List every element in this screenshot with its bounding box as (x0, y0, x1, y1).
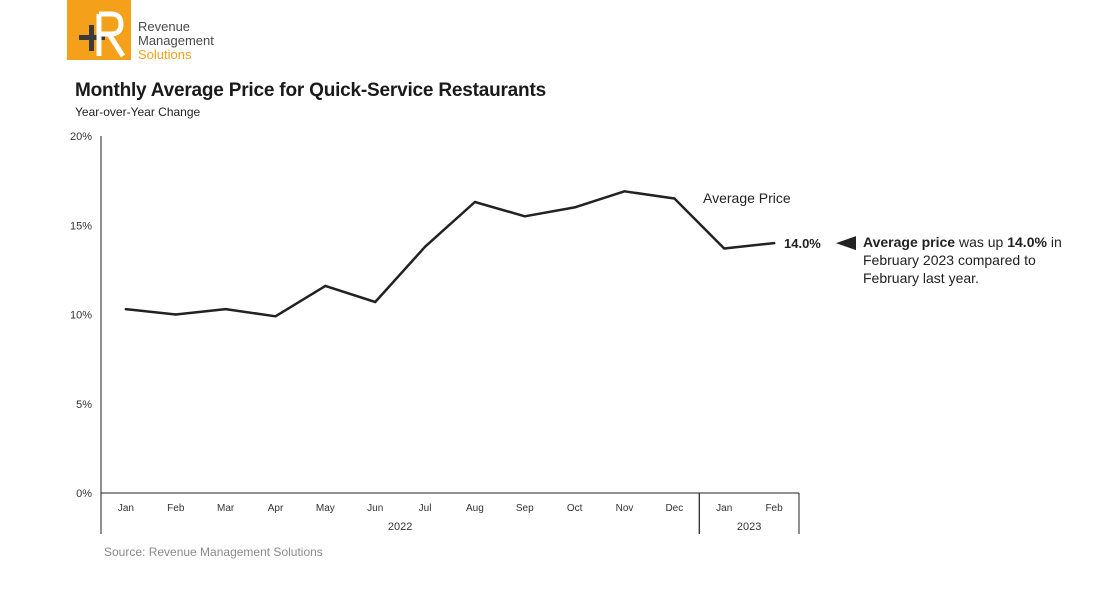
data-point (423, 245, 427, 248)
x-tick-label: Jun (367, 503, 383, 514)
y-tick-label: 10% (70, 310, 92, 322)
brand-line-3: Solutions (138, 47, 192, 62)
x-tick-label: Nov (616, 503, 634, 514)
source-note: Source: Revenue Management Solutions (104, 545, 323, 559)
year-label: 2023 (737, 521, 761, 533)
data-point (772, 241, 776, 245)
x-tick-label: Jan (118, 503, 134, 514)
chart-subtitle: Year-over-Year Change (75, 105, 201, 119)
brand-line-1: Revenue (138, 19, 191, 34)
x-tick-label: Dec (665, 503, 683, 514)
data-point (124, 307, 128, 311)
year-label: 2022 (388, 521, 412, 533)
data-point (673, 197, 676, 200)
callout-text-mid: was up (955, 234, 1008, 250)
brand-line-2: Management (138, 33, 214, 48)
chart-title: Monthly Average Price for Quick-Service … (75, 80, 546, 101)
callout-bold-lead: Average price (863, 234, 956, 250)
y-tick-label: 5% (76, 399, 92, 411)
data-point (623, 190, 626, 193)
chart-callout: Average price was up 14.0% in February 2… (863, 233, 1093, 287)
data-point (723, 247, 726, 250)
y-tick-label: 15% (70, 220, 92, 232)
data-point (324, 284, 327, 288)
x-tick-label: Aug (466, 503, 484, 514)
x-tick-label: Oct (567, 503, 583, 514)
x-tick-label: Jul (419, 503, 432, 514)
callout-arrow-icon (836, 236, 856, 251)
x-tick-label: Feb (765, 503, 783, 514)
x-tick-label: Jan (716, 503, 732, 514)
brand-name: Revenue Management Solutions (138, 20, 214, 62)
y-tick-label: 0% (76, 488, 92, 500)
brand-logo (67, 0, 131, 60)
data-point (174, 313, 177, 316)
callout-bold-value: 14.0% (1007, 234, 1047, 250)
data-point (224, 307, 227, 311)
y-tick-label: 20% (70, 131, 92, 143)
x-tick-label: May (316, 503, 335, 514)
data-point (374, 300, 377, 304)
data-point (274, 315, 277, 318)
data-point (523, 215, 526, 218)
data-point (473, 200, 477, 204)
x-tick-label: Apr (268, 503, 284, 514)
x-tick-label: Sep (516, 503, 534, 514)
x-tick-label: Feb (167, 503, 185, 514)
series-line-average-price (124, 190, 776, 318)
data-point (573, 206, 576, 209)
callout-text-end: in February 2023 compared to February la… (863, 234, 1062, 286)
end-value-label: 14.0% (784, 236, 821, 251)
logo-mark-icon (67, 0, 131, 60)
series-name-label: Average Price (703, 190, 791, 206)
x-tick-label: Mar (217, 503, 235, 514)
